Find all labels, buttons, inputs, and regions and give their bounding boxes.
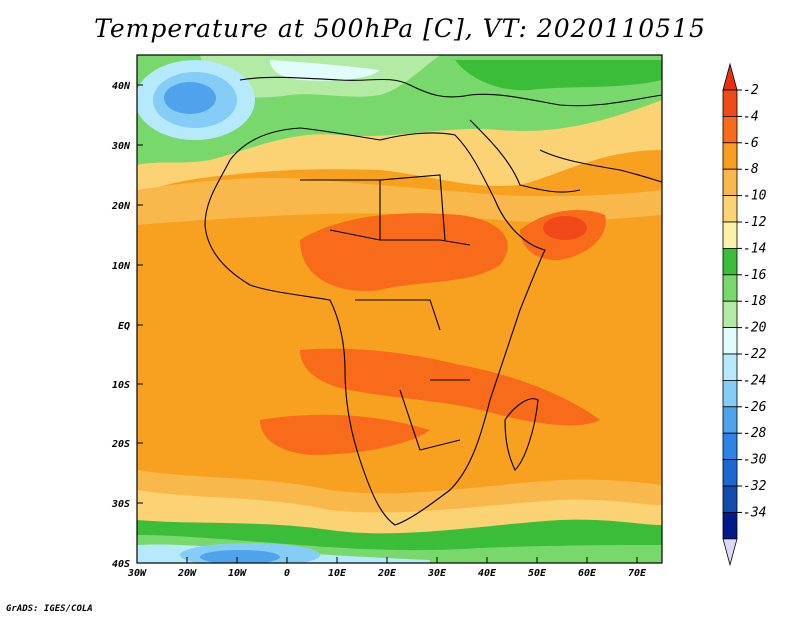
- colorbar-cell: [722, 432, 738, 461]
- colorbar-cell: [722, 406, 738, 434]
- colorbar-cell: [722, 168, 738, 196]
- lat-label: 20N: [111, 201, 131, 212]
- colorbar-cell: [722, 300, 738, 329]
- credit-text: GrADS: IGES/COLA: [6, 604, 93, 614]
- colorbar-label: -4: [743, 109, 759, 124]
- lat-label: 30N: [111, 141, 131, 152]
- colorbar-label: -18: [743, 294, 767, 309]
- lat-label: 10N: [112, 261, 131, 272]
- colorbar-label: -10: [743, 189, 767, 204]
- map-frame: [136, 54, 663, 564]
- colorbar-cell: [722, 512, 738, 540]
- lon-label: 70E: [628, 568, 647, 579]
- colorbar-label: -30: [743, 453, 767, 468]
- colorbar-label: -8: [743, 162, 759, 177]
- lon-label: 60E: [578, 568, 597, 579]
- colorbar-label: -34: [743, 505, 766, 520]
- colorbar: -2 -4 -6 -8 -10 -12 -14 -16 -18 -20 -22 -24 -26 -28 -3…: [722, 62, 767, 567]
- colorbar-cell: [722, 353, 738, 381]
- lat-label: 20S: [111, 439, 130, 450]
- colorbar-label: -28: [743, 426, 767, 441]
- lat-axis: 40N 30N 20N 10N EQ 10S 20S 30S 40S: [111, 81, 143, 570]
- colorbar-label: -6: [743, 136, 759, 151]
- map-title: Temperature at 500hPa [C], VT: 202011051…: [94, 14, 706, 43]
- colorbar-cell: [722, 485, 738, 513]
- colorbar-label: -22: [743, 347, 767, 362]
- colorbar-cell: [722, 195, 738, 223]
- colorbar-label: -14: [743, 241, 766, 256]
- lon-label: 20W: [177, 568, 197, 579]
- colorbar-label: -26: [743, 400, 767, 415]
- colorbar-label: -12: [743, 215, 767, 230]
- colorbar-label: -24: [743, 373, 766, 388]
- lon-label: 10E: [328, 568, 347, 579]
- lon-label: 40E: [478, 568, 497, 579]
- lat-label: 30S: [111, 499, 130, 510]
- lat-label: 40S: [112, 559, 130, 570]
- lon-label: 30W: [127, 568, 147, 579]
- lon-label: 10W: [228, 568, 247, 579]
- colorbar-low-end: [722, 538, 738, 567]
- coastlines: [204, 76, 662, 526]
- temperature-field: [137, 55, 662, 563]
- lon-label: 20E: [377, 568, 397, 579]
- lat-label: EQ: [118, 321, 130, 332]
- colorbar-label: -2: [743, 83, 759, 98]
- lat-label: 40N: [112, 81, 131, 92]
- lon-axis: 30W 20W 10W 0 10E 20E 30E 40E 50E 60E 70…: [127, 557, 647, 579]
- colorbar-cell: [722, 274, 738, 302]
- lat-label: 10S: [112, 380, 130, 391]
- colorbar-cell: [722, 221, 738, 249]
- lon-label: 50E: [528, 568, 547, 579]
- colorbar-cell: [722, 116, 738, 144]
- colorbar-label: -32: [743, 479, 767, 494]
- colorbar-label: -20: [743, 321, 767, 336]
- colorbar-label: -16: [743, 268, 767, 283]
- lon-label: 0: [284, 568, 290, 579]
- colorbar-cell: [722, 89, 738, 117]
- colorbar-cell: [722, 247, 738, 276]
- lon-label: 30E: [427, 568, 447, 579]
- colorbar-cell: [722, 459, 738, 487]
- colorbar-cell: [722, 379, 738, 408]
- colorbar-high-end: [722, 62, 738, 91]
- colorbar-cell: [722, 327, 738, 355]
- colorbar-cell: [722, 142, 738, 170]
